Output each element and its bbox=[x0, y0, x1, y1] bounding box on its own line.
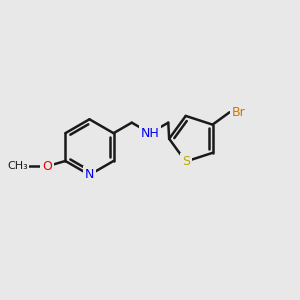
Text: N: N bbox=[85, 168, 94, 182]
Text: Br: Br bbox=[232, 106, 246, 119]
Text: NH: NH bbox=[141, 127, 159, 140]
Text: CH₃: CH₃ bbox=[7, 161, 28, 171]
Text: O: O bbox=[42, 160, 52, 173]
Text: S: S bbox=[182, 155, 190, 168]
